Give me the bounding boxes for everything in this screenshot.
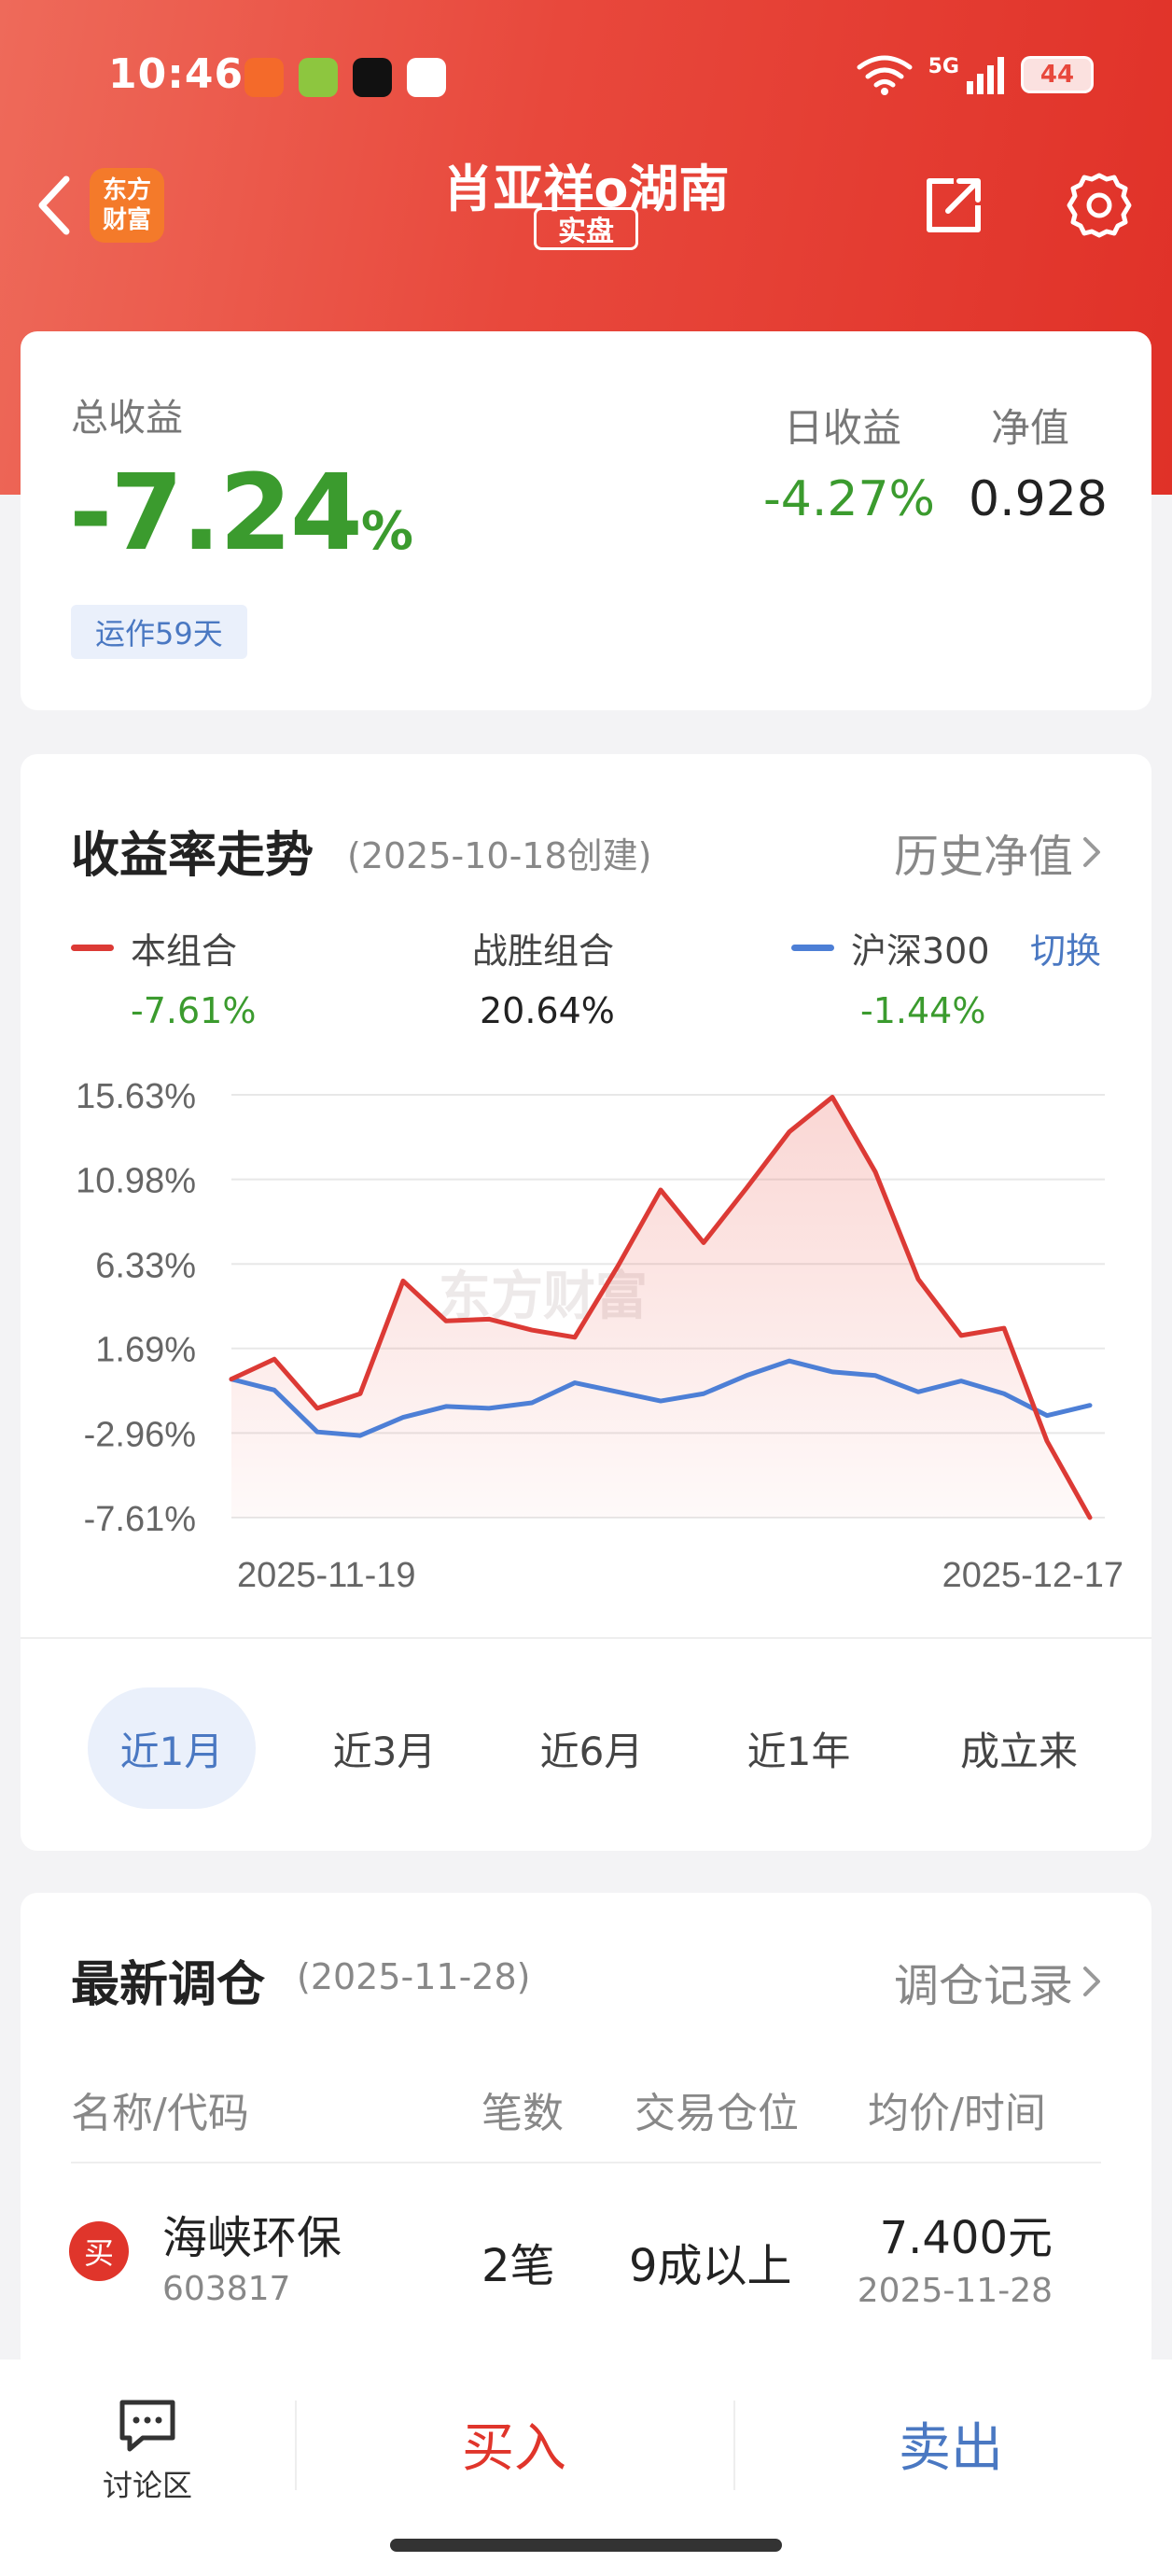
- y-tick-label: 10.98%: [76, 1162, 196, 1201]
- trade-history-link[interactable]: 调仓记录: [894, 1949, 1101, 2014]
- app-notification-icon: [299, 58, 338, 97]
- portfolio-series-line: [229, 1095, 1093, 1520]
- nav-value-label: 净值: [991, 405, 1070, 451]
- column-header-count: 笔数: [481, 2090, 564, 2137]
- daily-return-label: 日收益: [784, 405, 902, 451]
- y-tick-label: 15.63%: [76, 1077, 196, 1116]
- range-tab-3m[interactable]: 近3月: [332, 1728, 437, 1774]
- back-button[interactable]: [22, 168, 88, 243]
- chevron-left-icon: [38, 175, 70, 235]
- latest-trade-title: 最新调仓: [71, 1957, 266, 2013]
- chevron-right-icon: [1083, 1967, 1100, 1996]
- status-time: 10:46: [108, 50, 244, 98]
- portfolio-area: [231, 1097, 1090, 1518]
- wifi-icon: [857, 55, 913, 95]
- brand-logo[interactable]: 东方 财富: [90, 168, 164, 243]
- app-notification-icon: [407, 58, 446, 97]
- legend-portfolio-name: 本组合: [131, 931, 238, 972]
- x-tick-label: 2025-11-19: [237, 1556, 416, 1595]
- stock-name: 海峡环保: [162, 2212, 342, 2264]
- trade-time: 2025-11-28: [857, 2272, 1053, 2310]
- total-return-unit: %: [360, 501, 413, 562]
- nav-bar: 东方 财富 肖亚祥o湖南 实盘: [0, 140, 1172, 271]
- y-tick-label: 1.69%: [95, 1331, 196, 1370]
- buy-action-badge: 买: [69, 2221, 129, 2281]
- column-header-name: 名称/代码: [71, 2090, 249, 2137]
- y-tick-label: -2.96%: [84, 1415, 196, 1454]
- range-tab-since-inception[interactable]: 成立来: [959, 1728, 1078, 1774]
- chevron-right-icon: [1083, 837, 1100, 867]
- trade-price: 7.400元: [879, 2212, 1053, 2264]
- y-tick-label: 6.33%: [95, 1246, 196, 1285]
- bottom-divider: [733, 2401, 735, 2490]
- discussion-button[interactable]: 讨论区: [91, 2397, 203, 2505]
- trade-count: 2笔: [481, 2240, 555, 2292]
- trend-created-date: (2025-10-18创建): [347, 835, 652, 876]
- history-nav-link[interactable]: 历史净值: [894, 819, 1101, 885]
- settings-button[interactable]: [1062, 168, 1137, 243]
- legend-index-value: -1.44%: [860, 990, 986, 1031]
- share-icon: [927, 178, 981, 232]
- legend-index-name: 沪深300: [851, 931, 990, 972]
- chart-divider: [21, 1637, 1151, 1639]
- trade-history-label: 调仓记录: [893, 1960, 1073, 2012]
- table-header-divider: [71, 2162, 1101, 2163]
- gear-icon: [1067, 173, 1132, 238]
- range-tab-1y[interactable]: 近1年: [746, 1728, 851, 1774]
- real-account-badge: 实盘: [534, 207, 638, 250]
- total-return-label: 总收益: [71, 397, 183, 440]
- trend-chart: 东方财富 15.63%10.98%6.33%1.69%-2.96%-7.61%2…: [76, 1077, 1123, 1595]
- discussion-label: 讨论区: [102, 2468, 192, 2503]
- share-button[interactable]: [916, 168, 991, 243]
- legend-index-swatch: [791, 945, 834, 951]
- legend-benchmark-value: 20.64%: [480, 990, 615, 1031]
- y-tick-label: -7.61%: [84, 1500, 196, 1539]
- sell-button[interactable]: 卖出: [899, 2417, 1003, 2479]
- app-notification-icon: [353, 58, 392, 97]
- status-bar: 10:46 5G 44: [0, 0, 1172, 159]
- run-days-badge: 运作59天: [71, 605, 247, 659]
- total-return-number: -7.24: [69, 453, 363, 574]
- signal-icon: [967, 57, 1004, 94]
- x-tick-label: 2025-12-17: [942, 1556, 1123, 1595]
- home-indicator[interactable]: [390, 2539, 782, 2552]
- column-header-position: 交易仓位: [635, 2090, 799, 2137]
- index-series-line: [229, 1358, 1093, 1438]
- trend-card: 收益率走势 (2025-10-18创建) 历史净值 本组合 -7.61% 战胜组…: [21, 754, 1151, 1851]
- legend-benchmark-name: 战胜组合: [472, 931, 615, 972]
- switch-benchmark-link[interactable]: 切换: [1029, 931, 1101, 972]
- legend-benchmark: 战胜组合 20.64%: [472, 922, 615, 1031]
- app-notification-icon: [244, 58, 284, 97]
- legend-portfolio-value: -7.61%: [131, 990, 257, 1031]
- legend-portfolio: 本组合 -7.61%: [71, 922, 256, 1031]
- range-tab-1m[interactable]: 近1月: [88, 1687, 256, 1809]
- network-label: 5G: [928, 54, 959, 78]
- total-return-value: -7.24%: [69, 453, 413, 574]
- legend-portfolio-swatch: [71, 945, 114, 951]
- stock-code: 603817: [162, 2270, 291, 2308]
- history-nav-label: 历史净值: [893, 831, 1073, 883]
- column-header-price: 均价/时间: [868, 2090, 1046, 2137]
- bottom-divider: [295, 2401, 297, 2490]
- summary-card: 总收益 -7.24% 运作59天 日收益 -4.27% 净值 0.928: [21, 331, 1151, 710]
- buy-button[interactable]: 买入: [462, 2417, 566, 2479]
- chat-bubble-icon: [119, 2400, 175, 2452]
- brand-logo-line2: 财富: [102, 206, 151, 234]
- daily-return-value: -4.27%: [763, 471, 935, 527]
- brand-logo-line1: 东方: [102, 176, 151, 204]
- range-tab-6m[interactable]: 近6月: [539, 1728, 644, 1774]
- latest-trade-date: (2025-11-28): [297, 1956, 531, 1997]
- battery-indicator: 44: [1021, 56, 1094, 93]
- legend-index: 沪深300 -1.44%: [791, 922, 990, 1031]
- trade-position: 9成以上: [629, 2240, 792, 2292]
- trend-title: 收益率走势: [71, 828, 314, 884]
- nav-value: 0.928: [969, 471, 1108, 527]
- bottom-action-bar: 讨论区 买入 卖出: [0, 2359, 1172, 2576]
